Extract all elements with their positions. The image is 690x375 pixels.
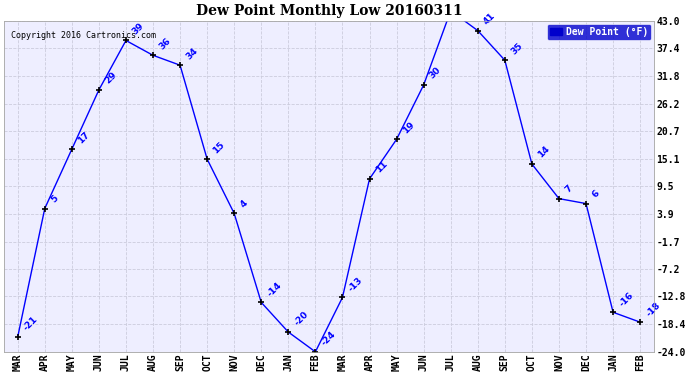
Text: 35: 35 xyxy=(509,41,524,56)
Text: 19: 19 xyxy=(401,120,416,135)
Text: 17: 17 xyxy=(76,130,91,145)
Text: 34: 34 xyxy=(184,46,199,61)
Text: Copyright 2016 Cartronics.com: Copyright 2016 Cartronics.com xyxy=(10,31,156,40)
Text: 30: 30 xyxy=(428,66,443,81)
Text: 6: 6 xyxy=(590,189,601,200)
Text: 41: 41 xyxy=(482,11,497,27)
Text: 29: 29 xyxy=(103,70,119,86)
Text: 15: 15 xyxy=(211,140,226,155)
Legend: Dew Point (°F): Dew Point (°F) xyxy=(547,24,651,39)
Text: 11: 11 xyxy=(374,159,389,175)
Text: -13: -13 xyxy=(346,276,364,293)
Text: -14: -14 xyxy=(266,280,284,298)
Text: 36: 36 xyxy=(157,36,172,51)
Text: -16: -16 xyxy=(618,290,635,308)
Text: 39: 39 xyxy=(130,21,146,36)
Text: 7: 7 xyxy=(563,184,574,195)
Text: 45: 45 xyxy=(0,374,1,375)
Text: -18: -18 xyxy=(644,300,662,318)
Text: 5: 5 xyxy=(49,194,60,204)
Title: Dew Point Monthly Low 20160311: Dew Point Monthly Low 20160311 xyxy=(195,4,462,18)
Text: -21: -21 xyxy=(22,315,40,333)
Text: -24: -24 xyxy=(319,330,337,348)
Text: 4: 4 xyxy=(238,198,249,209)
Text: 14: 14 xyxy=(536,145,551,160)
Text: -20: -20 xyxy=(293,310,310,328)
